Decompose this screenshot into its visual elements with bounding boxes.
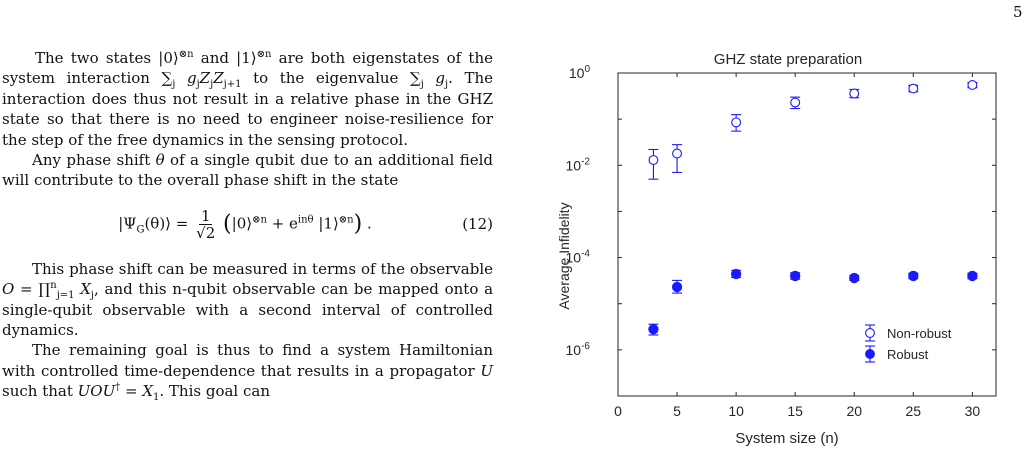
- paragraph-1: The two states |0⟩⊗n and |1⟩⊗n are both …: [2, 49, 493, 149]
- paragraph-4: The remaining goal is thus to find a sys…: [2, 341, 493, 404]
- paragraph-2: Any phase shift θ of a single qubit due …: [2, 151, 493, 190]
- robust-point: [790, 270, 801, 282]
- equation-fraction: 1 √2: [196, 206, 216, 242]
- robust-point: [967, 270, 978, 282]
- chart-title: GHZ state preparation: [714, 51, 862, 68]
- plot-frame: [617, 72, 997, 397]
- y-tick-label: 100: [569, 64, 591, 81]
- robust-point: [648, 324, 659, 335]
- equation-number: (12): [462, 215, 493, 234]
- x-tick-label: 25: [906, 403, 922, 419]
- text-column: The two states |0⟩⊗n and |1⟩⊗n are both …: [2, 48, 494, 404]
- equation-body: |ΨG(θ)⟩ = 1 √2 (|0⟩⊗n + einθ |1⟩⊗n) .: [118, 206, 372, 242]
- non-robust-point: [849, 88, 860, 99]
- y-tick-label: 10-6: [566, 341, 591, 358]
- x-tick-label: 30: [965, 403, 981, 419]
- x-tick-label: 20: [846, 403, 862, 419]
- robust-point: [730, 268, 742, 280]
- robust-point: [671, 281, 683, 293]
- y-axis-label: Average Infidelity: [556, 202, 572, 309]
- non-robust-point: [672, 148, 683, 159]
- equation-12: |ΨG(θ)⟩ = 1 √2 (|0⟩⊗n + einθ |1⟩⊗n) . (12…: [2, 208, 493, 241]
- x-tick-label: 10: [728, 403, 744, 419]
- non-robust-point: [648, 155, 659, 165]
- non-robust-point: [731, 117, 742, 128]
- x-tick-label: 5: [673, 403, 681, 419]
- legend-box: [863, 323, 991, 367]
- data-marks: [648, 80, 978, 336]
- chart-svg: GHZ state preparation Average Infidelity…: [556, 51, 997, 447]
- page-number: 5: [1013, 3, 1023, 21]
- axes: 0 5 10 15 20 25 30 100 10-2 10-4 10-6: [566, 64, 997, 419]
- x-tick-label: 15: [787, 403, 803, 419]
- non-robust-point: [790, 97, 801, 108]
- legend: Non-robust Robust: [863, 323, 991, 367]
- non-robust-point: [908, 83, 919, 94]
- legend-label-non-robust: Non-robust: [887, 326, 952, 341]
- robust-point: [849, 272, 860, 284]
- x-tick-label: 0: [614, 403, 622, 419]
- paragraph-3: This phase shift can be measured in term…: [2, 259, 494, 340]
- figure-ghz-state-preparation: GHZ state preparation Average Infidelity…: [515, 40, 1015, 475]
- x-axis-label: System size (n): [735, 430, 838, 447]
- non-robust-point: [967, 80, 978, 90]
- legend-marker-robust: [865, 345, 875, 363]
- legend-marker-non-robust: [865, 324, 875, 342]
- robust-point: [908, 270, 919, 282]
- y-tick-label: 10-2: [566, 156, 591, 173]
- legend-label-robust: Robust: [887, 347, 929, 362]
- y-tick-label: 10-4: [566, 249, 591, 266]
